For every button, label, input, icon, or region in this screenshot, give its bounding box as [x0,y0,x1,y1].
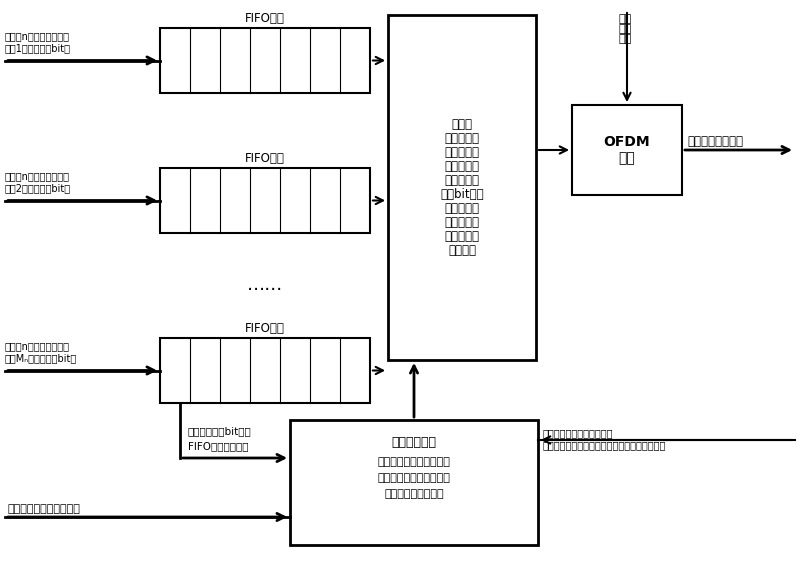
Text: FIFO缓存占用长度: FIFO缓存占用长度 [188,441,249,451]
Text: 号映射形成: 号映射形成 [445,216,479,229]
Text: 制式信息对: 制式信息对 [445,174,479,187]
Text: 个子载波的调制制式: 个子载波的调制制式 [384,489,444,499]
Text: 路第1个传输业务bit流: 路第1个传输业务bit流 [5,43,71,53]
Text: 式和每个子: 式和每个子 [445,146,479,159]
Text: 属于第n个点波束上行链: 属于第n个点波束上行链 [5,31,70,41]
Bar [572,105,682,195]
Text: 属于第n个点波束上行链: 属于第n个点波束上行链 [5,341,70,351]
Bar [160,338,370,403]
Text: 依照子: 依照子 [451,118,473,131]
Text: 输入bit流进: 输入bit流进 [440,188,484,201]
Text: 载波的调制: 载波的调制 [445,160,479,173]
Text: 跨层设计模块: 跨层设计模块 [391,435,437,449]
Text: 每个传输业务bit流的: 每个传输业务bit流的 [188,426,252,436]
Text: FIFO缓存: FIFO缓存 [245,12,285,25]
Text: 根据某种规则给每个传输: 根据某种规则给每个传输 [378,457,450,467]
Text: 星地上行链路信道状态信息: 星地上行链路信道状态信息 [543,428,614,438]
Text: ……: …… [247,277,283,295]
Text: （来自地面网关本身或米当下行链路控制信道）: （来自地面网关本身或米当下行链路控制信道） [543,440,666,450]
Text: 载波信号: 载波信号 [448,244,476,257]
Text: 各个完整子: 各个完整子 [445,230,479,243]
Bar [290,420,538,545]
Bar [388,15,536,360]
Text: 辅助: 辅助 [618,24,632,34]
Text: 调制: 调制 [618,151,635,165]
Text: 属于第n个点波束上行链: 属于第n个点波束上行链 [5,171,70,181]
Text: FIFO缓存: FIFO缓存 [245,322,285,335]
Text: 每个传输业务的业务类型: 每个传输业务的业务类型 [8,504,81,514]
Text: OFDM: OFDM [604,135,650,149]
Text: FIFO缓存: FIFO缓存 [245,152,285,165]
Text: 载波分配方: 载波分配方 [445,132,479,145]
Text: 路第2个传输业务bit流: 路第2个传输业务bit流 [5,183,71,193]
Text: 业务分配子载波、确定每: 业务分配子载波、确定每 [378,473,450,483]
Text: 上行链路业务信道: 上行链路业务信道 [687,135,743,148]
Text: 其他: 其他 [618,14,632,24]
Bar [160,168,370,233]
Text: 信号: 信号 [618,34,632,44]
Text: 路第Mₙ个传输业务bit流: 路第Mₙ个传输业务bit流 [5,353,78,363]
Bar [160,28,370,93]
Text: 行排队和符: 行排队和符 [445,202,479,215]
